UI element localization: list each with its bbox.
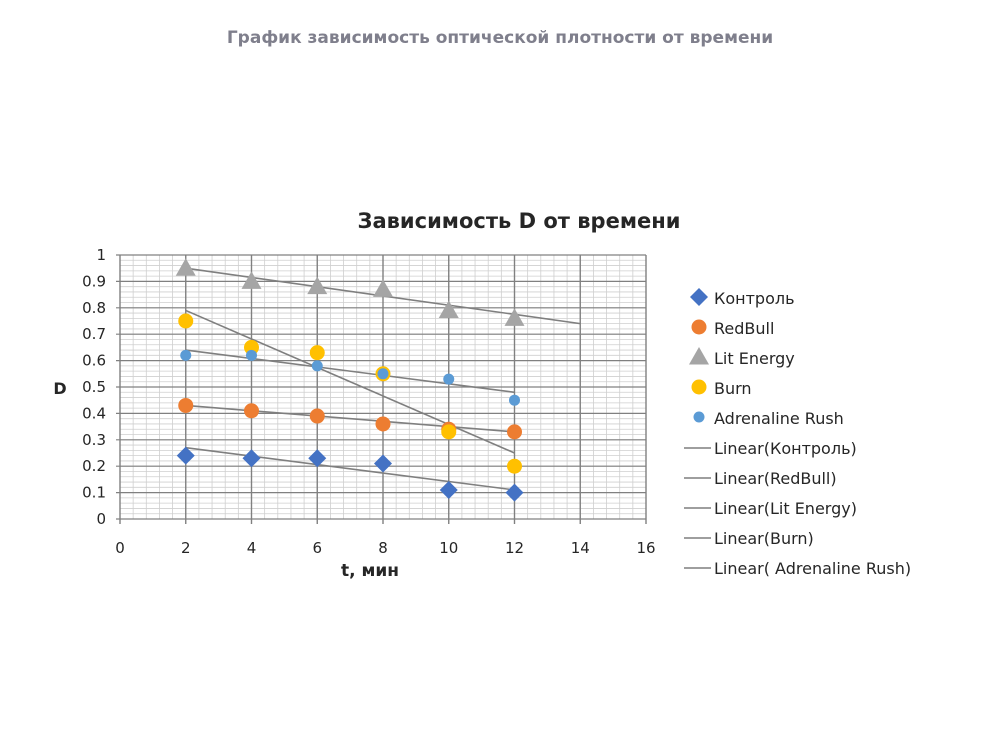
data-point	[693, 411, 705, 423]
data-point	[311, 360, 323, 372]
data-point	[244, 339, 259, 355]
legend-entry-label: Adrenaline Rush	[714, 409, 844, 428]
y-tick-label: 0	[96, 510, 106, 528]
data-point	[374, 454, 392, 473]
data-point	[244, 403, 259, 419]
data-point	[689, 347, 709, 365]
y-axis-label: D	[53, 379, 66, 398]
x-tick-label: 12	[505, 539, 524, 557]
y-tick-label: 0.9	[82, 272, 106, 290]
data-point	[438, 300, 459, 318]
data-point	[507, 424, 522, 440]
data-point	[690, 288, 708, 306]
legend-entry-label: Lit Energy	[714, 349, 795, 368]
legend-entry-label: Burn	[714, 379, 752, 398]
x-tick-label: 10	[439, 539, 458, 557]
trendline	[185, 446, 515, 491]
data-point	[246, 349, 257, 361]
data-point	[507, 458, 522, 474]
y-tick-label: 0.4	[82, 404, 106, 422]
data-point	[691, 379, 707, 395]
legend-entry-label: Linear(Lit Energy)	[714, 499, 857, 518]
x-axis-label: t, мин	[341, 561, 399, 581]
y-tick-label: 0.2	[82, 457, 106, 475]
data-point	[509, 394, 520, 406]
data-point	[375, 416, 391, 432]
y-tick-label: 0.6	[82, 352, 106, 370]
x-tick-label: 0	[115, 539, 125, 557]
trendline	[185, 404, 515, 433]
y-tick-label: 0.5	[82, 378, 106, 396]
data-point	[504, 308, 525, 326]
legend-entry-label: Контроль	[714, 289, 795, 308]
data-point	[178, 397, 194, 413]
y-tick-label: 0.7	[82, 325, 106, 343]
legend-entry-label: Linear( Adrenaline Rush)	[714, 559, 911, 578]
y-tick-label: 1	[96, 246, 106, 264]
data-point	[439, 480, 458, 499]
tick-labels: 0 2 4 6 8 10 12 14 16 0 0.1 0.2 0.3 0.4 0.5 0.6 0.7 0.8 0.…	[82, 246, 655, 557]
data-points	[175, 258, 525, 502]
x-tick-label: 14	[571, 539, 590, 557]
legend-entry-label: Linear(Контроль)	[714, 439, 857, 458]
y-tick-label: 0.3	[82, 431, 106, 449]
data-point	[175, 258, 196, 276]
legend-entry-label: RedBull	[714, 319, 774, 338]
data-point	[307, 276, 328, 295]
data-point	[309, 408, 325, 424]
x-tick-label: 6	[312, 539, 322, 557]
data-point	[241, 271, 262, 289]
data-point	[377, 368, 389, 380]
x-tick-label: 4	[247, 539, 257, 557]
data-point	[505, 483, 524, 502]
data-point	[242, 449, 261, 468]
page-title: График зависимость оптической плотности …	[226, 28, 774, 48]
data-point	[180, 349, 192, 361]
trendline	[185, 309, 515, 454]
trendline	[185, 349, 515, 394]
data-point	[691, 319, 707, 335]
data-point	[443, 373, 455, 385]
x-tick-label: 8	[378, 539, 388, 557]
data-point	[373, 279, 393, 297]
legend: Контроль RedBull Lit Energy Burn Adrenaline…	[684, 288, 911, 578]
data-point	[441, 424, 457, 440]
x-tick-label: 16	[636, 539, 655, 557]
legend-entry-label: Linear(RedBull)	[714, 469, 837, 488]
data-point	[309, 345, 325, 361]
data-point	[178, 313, 194, 329]
data-point	[176, 446, 195, 465]
data-point	[308, 449, 327, 468]
y-tick-label: 0.8	[82, 299, 106, 317]
x-tick-label: 2	[181, 539, 191, 557]
chart-title: Зависимость D от времени	[358, 209, 681, 233]
grid	[116, 254, 647, 524]
legend-entry-label: Linear(Burn)	[714, 529, 814, 548]
y-tick-label: 0.1	[82, 484, 106, 502]
